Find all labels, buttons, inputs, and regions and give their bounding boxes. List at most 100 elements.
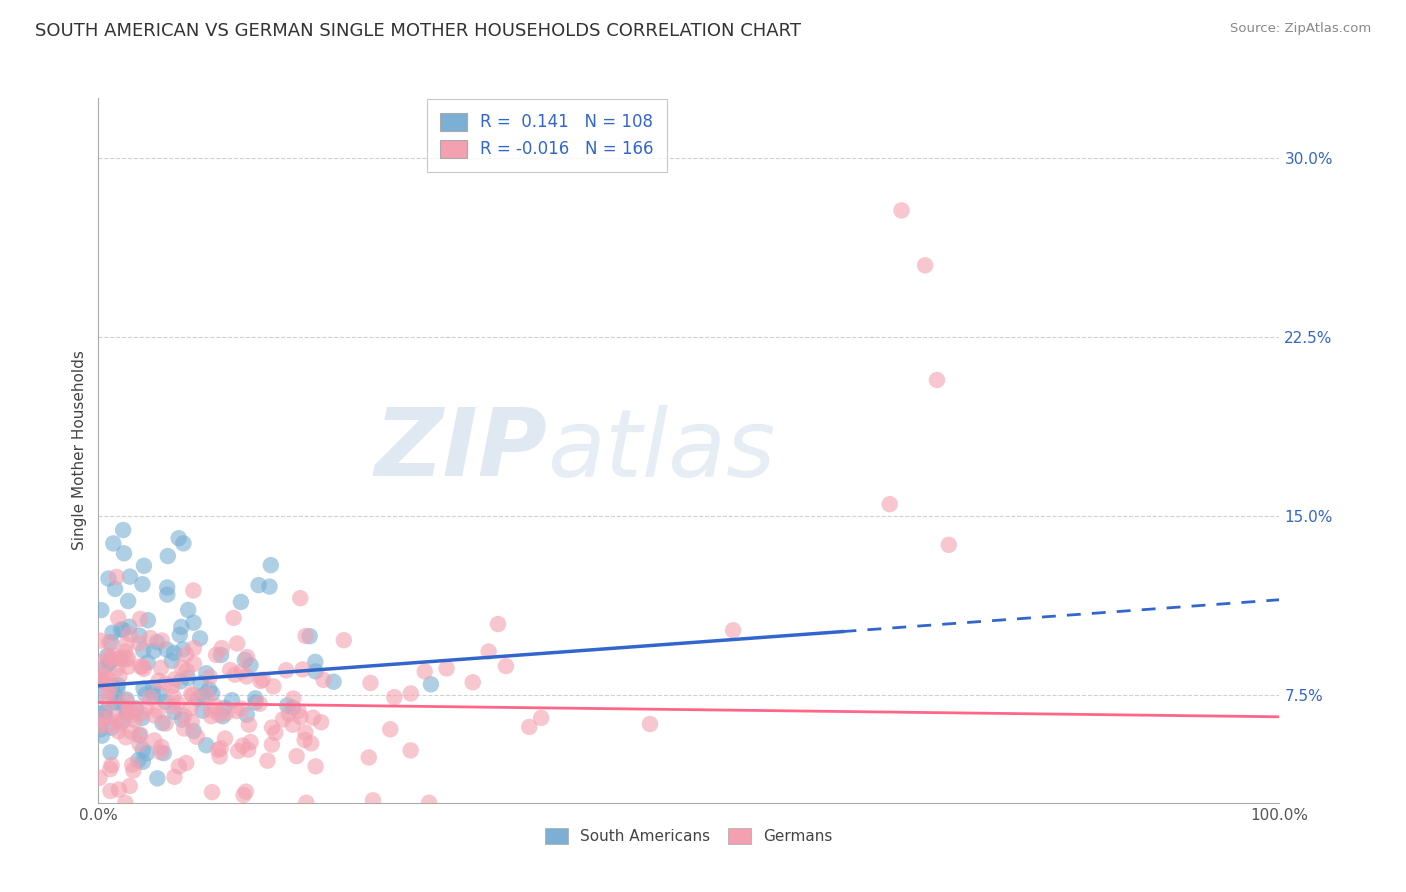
Legend: South Americans, Germans: South Americans, Germans xyxy=(537,821,841,852)
Point xyxy=(224,667,246,681)
Point xyxy=(139,690,162,705)
Point xyxy=(204,699,226,714)
Point xyxy=(173,722,195,736)
Point xyxy=(122,764,145,778)
Point xyxy=(183,641,205,656)
Point xyxy=(357,750,380,764)
Point xyxy=(174,756,197,770)
Point xyxy=(183,615,205,630)
Point xyxy=(89,723,111,737)
Point xyxy=(436,661,458,675)
Point xyxy=(120,705,142,719)
Point xyxy=(252,673,274,687)
Point xyxy=(103,696,125,710)
Point xyxy=(183,657,205,671)
Point xyxy=(207,743,229,757)
Point xyxy=(128,728,150,742)
Point xyxy=(131,711,153,725)
Point xyxy=(112,623,135,637)
Point xyxy=(190,676,212,690)
Point xyxy=(115,731,138,745)
Point xyxy=(128,737,150,751)
Point xyxy=(247,578,270,592)
Point xyxy=(100,708,122,723)
Point xyxy=(176,664,198,678)
Point xyxy=(108,669,131,683)
Point xyxy=(176,648,198,662)
Point xyxy=(399,686,422,700)
Point xyxy=(150,661,173,675)
Point xyxy=(105,662,128,676)
Point xyxy=(914,258,936,272)
Point xyxy=(107,678,129,692)
Point xyxy=(231,701,253,715)
Text: SOUTH AMERICAN VS GERMAN SINGLE MOTHER HOUSEHOLDS CORRELATION CHART: SOUTH AMERICAN VS GERMAN SINGLE MOTHER H… xyxy=(35,22,801,40)
Point xyxy=(283,691,305,706)
Point xyxy=(183,724,205,739)
Point xyxy=(181,689,204,703)
Point xyxy=(91,671,114,685)
Point xyxy=(135,701,157,715)
Point xyxy=(173,709,195,723)
Point xyxy=(211,709,233,723)
Point xyxy=(132,662,155,676)
Point xyxy=(239,735,262,749)
Point xyxy=(209,648,232,662)
Point xyxy=(262,680,284,694)
Point xyxy=(105,570,128,584)
Point xyxy=(890,203,912,218)
Point xyxy=(129,706,152,721)
Point xyxy=(239,658,262,673)
Point xyxy=(93,656,115,670)
Point xyxy=(180,714,202,729)
Point xyxy=(249,674,271,689)
Point xyxy=(118,569,141,583)
Point xyxy=(177,671,200,685)
Point xyxy=(149,745,172,759)
Point xyxy=(146,704,169,718)
Point xyxy=(155,676,177,690)
Point xyxy=(110,623,132,637)
Point xyxy=(110,650,132,665)
Point xyxy=(115,692,138,706)
Point xyxy=(93,674,115,689)
Point xyxy=(172,536,194,550)
Point xyxy=(128,636,150,650)
Point xyxy=(97,694,120,708)
Point xyxy=(209,741,232,756)
Point xyxy=(100,721,122,735)
Point xyxy=(100,635,122,649)
Point xyxy=(162,679,184,693)
Point xyxy=(309,715,332,730)
Point xyxy=(198,682,221,697)
Point xyxy=(94,710,117,724)
Point xyxy=(104,648,127,663)
Point xyxy=(117,651,139,665)
Point xyxy=(155,695,177,709)
Point xyxy=(115,637,138,651)
Point xyxy=(89,673,111,688)
Point xyxy=(100,784,122,798)
Point xyxy=(188,632,211,646)
Point xyxy=(120,725,142,739)
Point xyxy=(163,705,186,719)
Point xyxy=(260,721,283,735)
Point xyxy=(117,594,139,608)
Point xyxy=(304,665,326,679)
Point xyxy=(112,523,135,537)
Point xyxy=(98,657,121,671)
Point xyxy=(295,796,318,810)
Point xyxy=(235,784,257,798)
Point xyxy=(208,749,231,764)
Text: Source: ZipAtlas.com: Source: ZipAtlas.com xyxy=(1230,22,1371,36)
Point xyxy=(214,701,236,715)
Point xyxy=(136,613,159,627)
Point xyxy=(129,728,152,742)
Point xyxy=(107,714,129,729)
Point xyxy=(163,770,186,784)
Point xyxy=(132,755,155,769)
Point xyxy=(170,660,193,674)
Y-axis label: Single Mother Households: Single Mother Households xyxy=(72,351,87,550)
Point xyxy=(163,673,186,687)
Point xyxy=(232,739,254,753)
